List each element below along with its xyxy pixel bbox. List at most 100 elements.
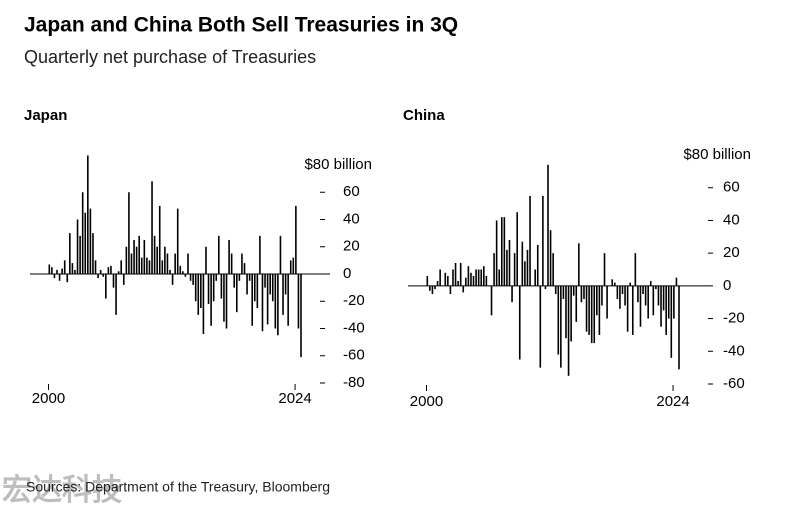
bar [631,285,634,335]
bar [652,285,655,316]
bar [292,257,295,274]
bar [655,285,657,290]
bar [493,253,495,286]
bar [554,285,557,295]
bar [426,276,429,286]
bar [69,233,71,274]
bar [171,274,174,285]
bar [107,267,110,274]
bar [251,274,254,326]
bar [436,280,439,286]
bar [516,212,518,286]
bar [511,285,513,303]
bar [48,264,51,274]
bar [295,205,297,274]
bar [449,285,452,295]
bar [176,208,179,274]
bar [223,274,225,322]
bar [210,274,212,326]
bar [153,235,156,274]
bar [115,274,117,315]
bar [174,253,176,274]
bar [673,285,675,319]
bar [557,285,560,355]
bar [649,280,652,286]
bar [567,285,570,376]
bar [146,257,148,274]
bar [544,285,547,290]
bar [215,274,218,281]
bar [526,249,529,286]
bar [241,253,243,274]
bar [192,274,194,285]
bar [601,285,603,306]
bar [670,285,673,358]
bar [431,285,434,295]
bar [583,285,585,299]
y-tick-label: -40 [723,342,745,359]
bar [279,235,282,274]
bar [603,253,606,286]
bar [637,285,639,303]
bar [529,195,531,286]
bar [58,274,61,281]
bar [521,241,524,286]
bar [184,274,187,277]
bar [112,274,115,288]
bar [289,260,292,274]
bar [472,276,475,286]
bar [151,181,153,274]
y-tick-label: -20 [343,292,365,309]
bar [657,285,660,306]
bar [572,285,575,296]
bar [539,285,542,368]
y-tick-label: $80 billion [304,156,372,173]
bar [122,274,125,285]
bar [667,285,670,319]
bar [513,253,516,286]
bar [503,217,506,286]
bar [166,253,169,274]
y-tick-label: 60 [723,179,740,196]
bar [498,269,501,286]
bar [580,285,583,303]
bar [588,285,590,335]
bar [200,274,202,309]
bar [187,253,189,274]
y-tick-label: 20 [343,238,360,255]
bar [94,260,97,274]
y-tick-label: -20 [723,310,745,327]
bar [606,285,608,319]
bar [87,155,89,274]
bar [138,235,140,274]
bar [585,285,588,332]
bar [282,274,284,315]
bar [644,285,647,306]
bar [133,239,135,274]
bar [128,192,130,274]
bar [212,274,215,302]
source: Sources: Department of the Treasury, Blo… [26,479,330,495]
bar [477,269,480,286]
bar [61,268,63,274]
bar [76,219,79,274]
bar [675,277,678,286]
bar [444,272,447,286]
bar [590,285,593,344]
bar [465,277,467,286]
bar [457,280,459,286]
bar [81,192,84,274]
y-tick-label: 60 [343,183,360,200]
bar [593,285,596,344]
bar [536,244,539,286]
bar [518,285,521,360]
bar [660,285,662,327]
bar [246,274,248,295]
bar [575,285,578,322]
bar [243,263,246,274]
bar [202,274,205,334]
bar [99,269,102,274]
bar [102,274,105,277]
bar [439,269,441,286]
bar [500,217,503,286]
